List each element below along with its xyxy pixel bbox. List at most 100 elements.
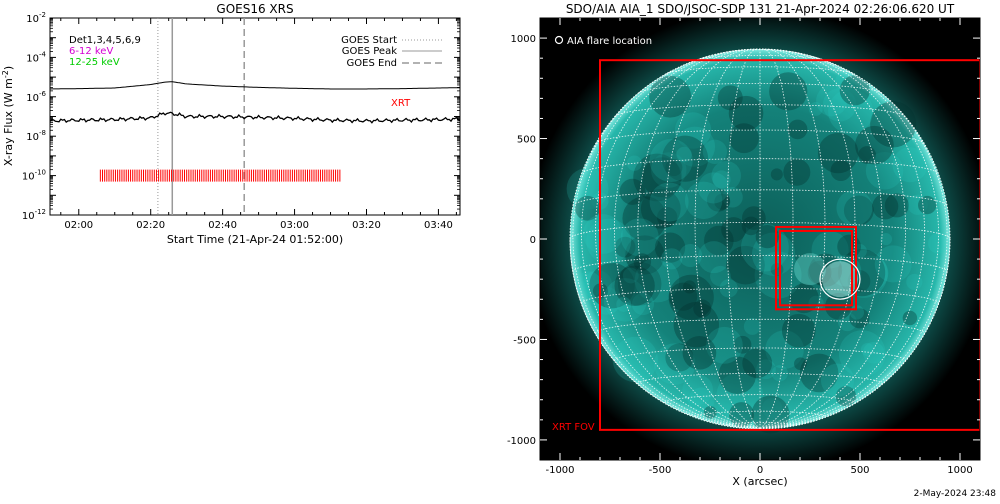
longitude-line <box>637 49 761 429</box>
y-tick-label: 10-10 <box>22 169 46 183</box>
longitude-line <box>664 48 761 429</box>
solar-texture-patch <box>665 159 683 177</box>
xrt-fov-label: XRT FOV <box>552 422 595 433</box>
longitude-line <box>614 49 761 429</box>
goes-series-1 <box>50 81 460 90</box>
solar-texture-patch <box>902 310 918 326</box>
left-panel-title: GOES16 XRS <box>216 2 293 16</box>
solar-texture-patch <box>657 206 678 228</box>
legend-goes-start-label: GOES Start <box>341 35 397 46</box>
latitude-line <box>581 158 939 174</box>
xrt-label: XRT <box>391 98 411 109</box>
solar-texture-patch <box>676 146 692 163</box>
solar-texture-patch <box>906 273 923 290</box>
solar-texture-patch <box>582 214 623 254</box>
solar-texture-patch <box>787 119 808 140</box>
y-tick-label: 10-6 <box>26 90 46 104</box>
solar-texture-patch <box>673 302 719 348</box>
solar-texture-patch <box>716 372 764 420</box>
solar-texture-patch <box>640 188 681 229</box>
solar-texture-patch <box>849 308 870 329</box>
solar-texture-patch <box>816 85 848 117</box>
solar-texture-patch <box>718 356 756 394</box>
solar-texture-patch <box>879 233 893 246</box>
solar-texture-patch <box>741 216 761 236</box>
solar-texture-patch <box>769 72 808 111</box>
longitude-line <box>581 55 761 429</box>
solar-texture-patch <box>622 196 667 241</box>
left-x-axis-label: Start Time (21-Apr-24 01:52:00) <box>167 233 343 246</box>
y-tick-label: 10-2 <box>26 11 46 25</box>
solar-texture-patch <box>781 313 816 348</box>
x-tick-label: 1000 <box>947 465 972 476</box>
longitude-line <box>759 55 939 429</box>
left-y-axis-label: X-ray Flux (W m-2) <box>1 66 15 166</box>
solar-texture-patch <box>743 318 761 335</box>
solar-texture-patch <box>907 194 928 215</box>
x-tick-label: 03:00 <box>280 220 309 231</box>
x-tick-label: 0 <box>757 465 763 476</box>
solar-texture-patch <box>674 112 712 149</box>
solar-texture-patch <box>835 71 855 92</box>
detector-label: Det1,3,4,5,6,9 <box>69 35 141 46</box>
right-x-axis-label: X (arcsec) <box>732 475 787 488</box>
solar-texture-patch <box>771 365 788 382</box>
solar-texture-patch <box>612 336 658 383</box>
solar-texture-patch <box>794 357 807 371</box>
x-tick-label: -500 <box>649 465 672 476</box>
solar-texture-patch <box>865 152 904 190</box>
legend-goes-end-label: GOES End <box>347 58 397 69</box>
latitude-line <box>615 104 905 117</box>
solar-texture-patch <box>837 312 857 332</box>
left-data-layer <box>50 18 460 215</box>
solar-texture-patch <box>714 193 731 210</box>
solar-texture-patch <box>603 278 648 322</box>
solar-texture-patch <box>838 249 886 297</box>
solar-texture-patch <box>742 348 773 379</box>
solar-texture-patch <box>874 245 912 283</box>
solar-texture-patch <box>799 353 839 393</box>
solar-texture-patch <box>761 398 783 419</box>
solar-texture-patch <box>808 253 843 287</box>
longitude-line <box>759 49 906 429</box>
aia-flare-location-marker <box>819 258 861 300</box>
solar-texture-patch <box>918 195 937 215</box>
solar-texture-patch <box>820 363 855 397</box>
energy-band-2-label: 12-25 keV <box>69 57 120 68</box>
solar-texture-patch <box>654 232 686 263</box>
solar-texture-patch <box>711 160 741 191</box>
y-tick-label: -500 <box>513 335 536 346</box>
solar-texture-patch <box>649 182 689 222</box>
solar-texture-patch <box>733 335 752 354</box>
solar-texture-patch <box>642 157 683 198</box>
solar-texture-patch <box>807 260 832 285</box>
solar-texture-patch <box>682 374 713 406</box>
solar-texture-patch <box>586 218 632 264</box>
solar-texture-patch <box>838 330 886 377</box>
solar-texture-patch <box>668 274 714 320</box>
solar-texture-patch <box>822 88 857 122</box>
solar-texture-patch <box>678 244 703 268</box>
solar-texture-patch <box>872 193 899 220</box>
solar-texture-patch <box>843 195 874 226</box>
right-axes: -1000 -500 0 500 1000 1000 500 0 -500 -1000 <box>507 18 980 476</box>
longitude-line <box>759 49 883 429</box>
y-tick-label: 10-8 <box>26 129 46 143</box>
right-panel-title: SDO/AIA AIA_1 SDO/JSOC-SDP 131 21-Apr-20… <box>566 2 955 16</box>
solar-texture-patch <box>858 146 877 164</box>
solar-texture-patch <box>717 85 743 111</box>
solar-texture-patch <box>702 139 728 164</box>
x-tick-label: 03:40 <box>424 220 453 231</box>
solar-texture-patch <box>719 279 738 298</box>
flare-legend-label: AIA flare location <box>567 36 652 47</box>
active-region-brightening <box>794 253 826 286</box>
solar-texture-patch <box>830 160 852 181</box>
solar-texture-patch <box>614 236 636 258</box>
solar-texture-patch <box>704 225 734 256</box>
solar-texture-patch <box>674 126 716 167</box>
solar-texture-patch <box>634 257 680 303</box>
goes-series-2 <box>50 111 460 124</box>
x-tick-label: 02:20 <box>136 220 165 231</box>
solar-texture-patch <box>661 248 683 270</box>
